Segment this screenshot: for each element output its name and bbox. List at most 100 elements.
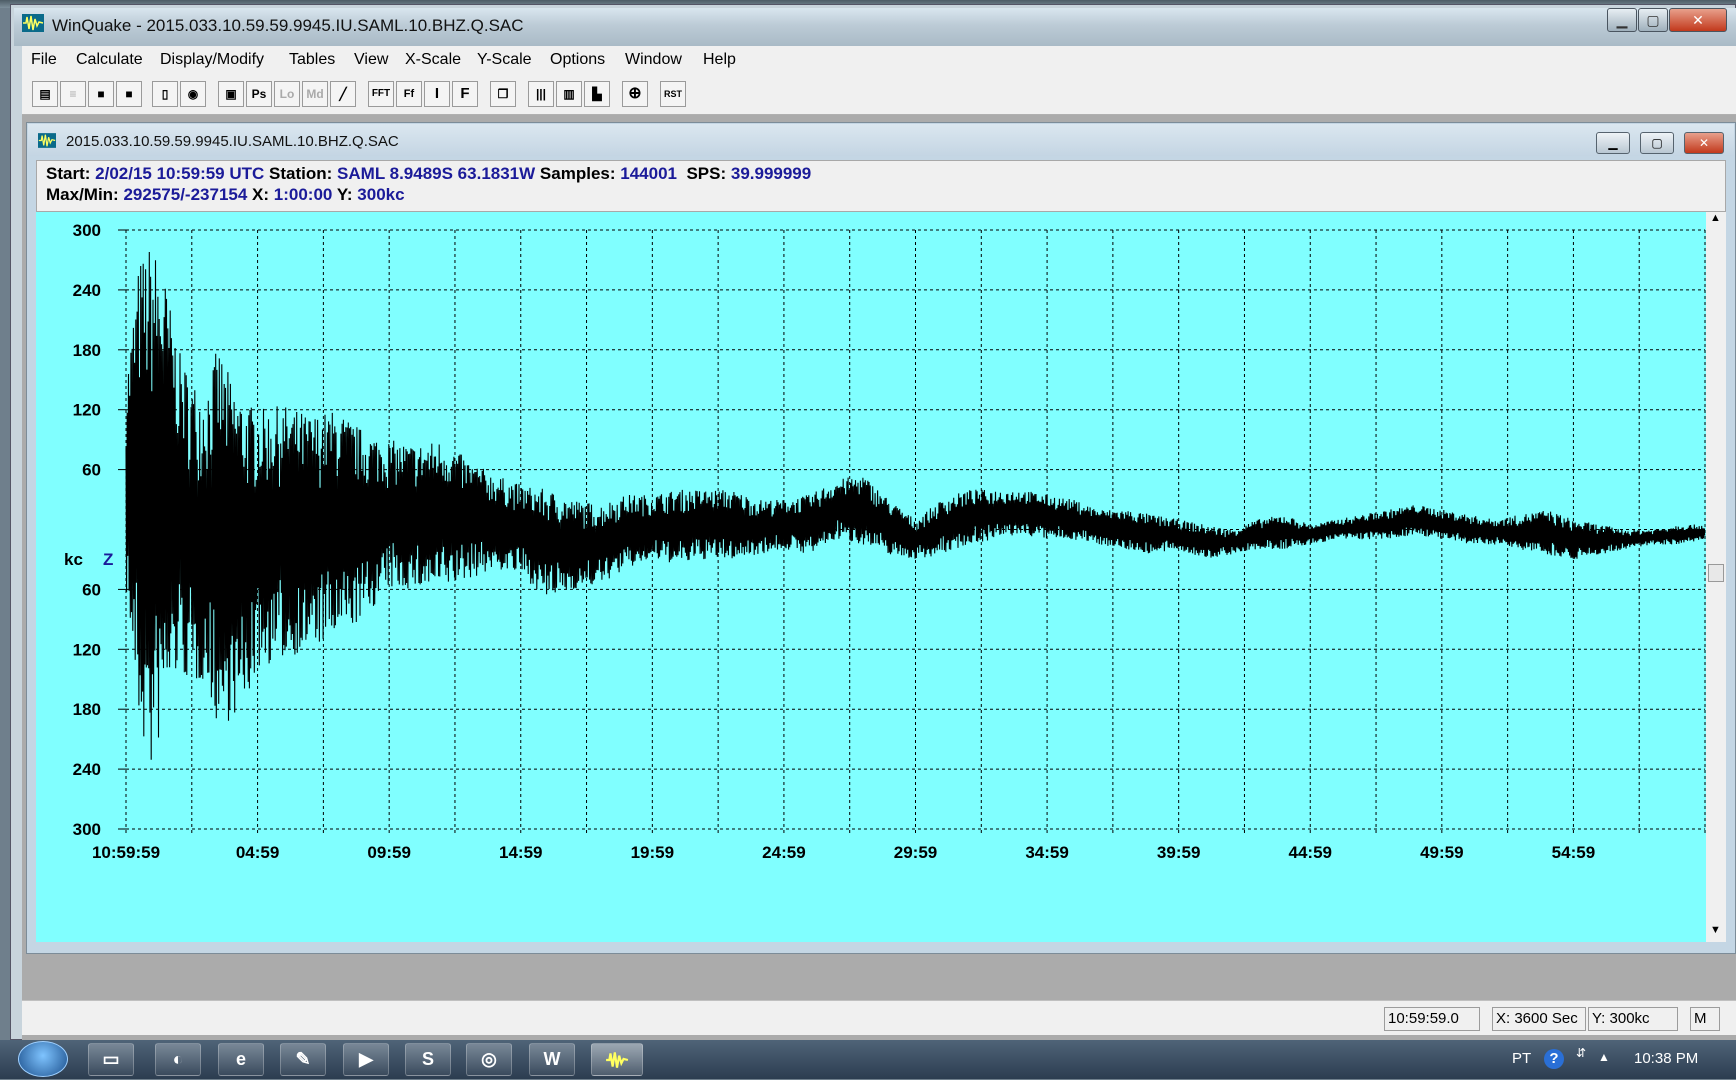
menu-x-scale[interactable]: X-Scale	[405, 51, 462, 68]
print-preview-button[interactable]: ▯	[152, 81, 178, 107]
clock[interactable]: 10:38 PM	[1634, 1050, 1699, 1067]
x-tick-label: 29:59	[894, 843, 937, 862]
y-tick-label: 60	[82, 461, 101, 480]
x-tick-label: 09:59	[367, 843, 410, 862]
taskbar: ▭ ◐ e ✎ ▶ S ◎ W PT ? ⇵ ▲ 10:38 PM	[0, 1040, 1736, 1079]
x-tick-label: 10:59:59	[92, 843, 160, 862]
show-hidden-icons[interactable]: ▲	[1598, 1050, 1610, 1064]
maximize-icon: ▢	[1646, 12, 1660, 28]
histogram-button[interactable]: ▙	[584, 81, 610, 107]
language-indicator[interactable]: PT	[1512, 1050, 1532, 1067]
minimize-button[interactable]: ▁	[1607, 8, 1637, 32]
zoom-out-button[interactable]: ▥	[556, 81, 582, 107]
close-button[interactable]: ✕	[1669, 8, 1727, 32]
y-tick-label: 120	[73, 640, 101, 659]
reset-icon: RST	[664, 89, 682, 99]
open-folder-button[interactable]: ▤	[32, 81, 58, 107]
menu-calculate[interactable]: Calculate	[76, 51, 143, 68]
scroll-up-icon[interactable]: ▲	[1710, 212, 1721, 224]
menu-options[interactable]: Options	[550, 51, 606, 68]
station-label: Station:	[269, 164, 333, 183]
menu-display-modify[interactable]: Display/Modify	[160, 51, 265, 68]
md-button[interactable]: Md	[302, 81, 328, 107]
fft-box-button[interactable]: Ff	[396, 81, 422, 107]
windows-start-icon[interactable]	[18, 1041, 68, 1077]
minimize-icon: ▁	[1616, 12, 1628, 28]
word-icon[interactable]: W	[529, 1043, 575, 1076]
menu-tables[interactable]: Tables	[289, 51, 336, 68]
x-tick-label: 04:59	[236, 843, 279, 862]
open-folder-icon: ▤	[39, 87, 51, 101]
copy-icon: ❐	[497, 87, 509, 101]
start-value: 2/02/15 10:59:59 UTC	[95, 164, 265, 183]
reset-button[interactable]: RST	[660, 81, 686, 107]
menu-file[interactable]: File	[31, 51, 57, 68]
zoom-in-button[interactable]: |||	[528, 81, 554, 107]
chart-vertical-scrollbar[interactable]: ▲ ▼	[1706, 212, 1726, 942]
copy-button[interactable]: ❐	[490, 81, 516, 107]
x-tick-label: 49:59	[1420, 843, 1463, 862]
ps-button[interactable]: Ps	[246, 81, 272, 107]
menu-help[interactable]: Help	[703, 51, 736, 68]
filter-button[interactable]: ╱	[330, 81, 356, 107]
samples-label: Samples:	[539, 164, 616, 183]
print-button[interactable]: ▣	[218, 81, 244, 107]
list-button[interactable]: ≡	[60, 81, 86, 107]
scroll-down-icon[interactable]: ▼	[1710, 924, 1721, 936]
record-button[interactable]: ◉	[180, 81, 206, 107]
maximize-icon: ▢	[1651, 136, 1663, 150]
status-mode: M	[1690, 1007, 1720, 1031]
maxmin-label: Max/Min:	[46, 185, 119, 204]
skype-icon[interactable]: S	[405, 1043, 451, 1076]
tool-icon[interactable]: ✎	[280, 1043, 326, 1076]
record-icon: ◉	[187, 87, 199, 101]
filter-f-button[interactable]: F	[452, 81, 478, 107]
y-tick-label: 240	[73, 760, 101, 779]
y-tick-label: 180	[73, 341, 101, 360]
child-close-button[interactable]: ✕	[1684, 132, 1724, 154]
y-tick-label: 240	[73, 281, 101, 300]
y-axis-unit-label: kc	[64, 550, 83, 569]
x-tick-label: 14:59	[499, 843, 542, 862]
zoom-out-icon: ▥	[563, 87, 575, 101]
edge-icon[interactable]: e	[218, 1043, 264, 1076]
app-title-bar[interactable]	[14, 8, 1736, 46]
sps-value: 39.999999	[730, 164, 812, 183]
sps-label: SPS:	[686, 164, 727, 183]
seismogram-title-bar[interactable]	[28, 124, 1734, 156]
app-title: WinQuake - 2015.033.10.59.59.9945.IU.SAM…	[52, 16, 524, 35]
md-icon: Md	[306, 87, 324, 101]
x-tick-label: 19:59	[631, 843, 674, 862]
x-tick-label: 44:59	[1289, 843, 1332, 862]
file-explorer-icon[interactable]: ▭	[88, 1043, 134, 1076]
child-minimize-button[interactable]: ▁	[1596, 132, 1630, 154]
scrollbar-thumb[interactable]	[1708, 564, 1724, 582]
crosshair-button[interactable]: ⊕	[622, 81, 648, 107]
seismogram-title: 2015.033.10.59.59.9945.IU.SAML.10.BHZ.Q.…	[66, 133, 399, 150]
maximize-button[interactable]: ▢	[1638, 8, 1668, 32]
loc-button[interactable]: Lo	[274, 81, 300, 107]
child-maximize-button[interactable]: ▢	[1640, 132, 1674, 154]
media-player-icon[interactable]: ▶	[343, 1043, 389, 1076]
fft-button[interactable]: FFT	[368, 81, 394, 107]
save-as-button[interactable]: ■	[116, 81, 142, 107]
fft-box-icon: Ff	[403, 88, 415, 100]
winquake-app-icon	[22, 14, 44, 32]
x-tick-label: 34:59	[1025, 843, 1068, 862]
seismogram-chart[interactable]: 300 240 180 120 60 60 120 180 240 300 10:59:59 04:…	[36, 212, 1726, 942]
winquake-taskbar-icon[interactable]	[591, 1043, 643, 1076]
station-value: SAML 8.9489S 63.1831W	[337, 164, 536, 183]
save-as-icon: ■	[125, 87, 133, 101]
menu-y-scale[interactable]: Y-Scale	[477, 51, 532, 68]
save-button[interactable]: ■	[88, 81, 114, 107]
menu-view[interactable]: View	[354, 51, 389, 68]
minimize-icon: ▁	[1608, 136, 1618, 150]
chrome-icon[interactable]: ◎	[466, 1043, 512, 1076]
help-tray-icon[interactable]: ?	[1544, 1049, 1564, 1069]
x-axis-ticks: 10:59:59 04:59 09:59 14:59 19:59 24:59 29:59 34…	[92, 843, 1595, 862]
ie-icon[interactable]: ◐	[155, 1043, 201, 1076]
integrate-button[interactable]: I	[424, 81, 450, 107]
network-tray-icon[interactable]: ⇵	[1576, 1046, 1587, 1060]
word-label: W	[543, 1049, 561, 1069]
menu-window[interactable]: Window	[625, 51, 682, 68]
